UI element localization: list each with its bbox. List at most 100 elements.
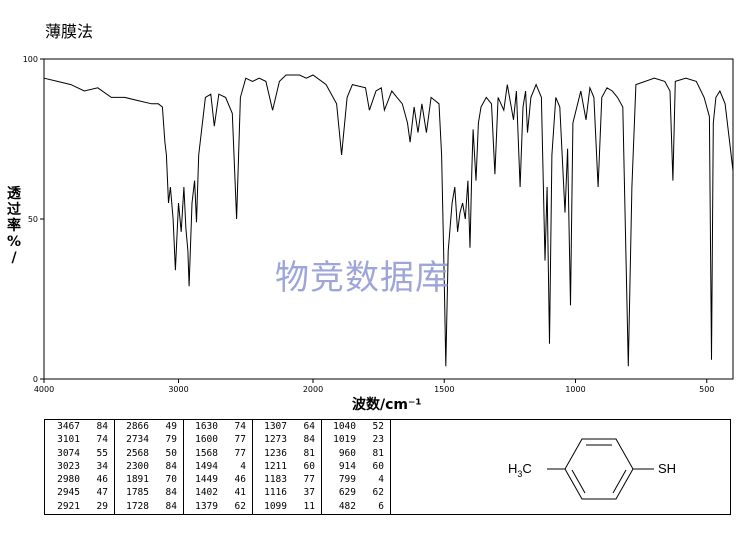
plot-frame <box>43 58 734 380</box>
peak-transmittance: 6 <box>378 500 384 512</box>
peak-wavenumber: 1600 <box>195 434 218 446</box>
y-axis-label: 透过率% / <box>3 186 25 266</box>
peak-transmittance: 60 <box>372 460 384 472</box>
peak-table-row: 1630 74 <box>183 420 252 433</box>
y-axis-label-char: / <box>11 250 17 266</box>
peak-wavenumber: 1891 <box>126 474 149 486</box>
peak-wavenumber: 1728 <box>126 500 149 512</box>
peak-table-row: 1379 62 <box>183 500 252 513</box>
peak-table-row: 3467 84 <box>45 420 114 433</box>
peak-table-row: 2300 84 <box>114 460 183 473</box>
peak-transmittance: 41 <box>234 487 246 499</box>
peak-table-row: 1402 41 <box>183 486 252 499</box>
peak-table-row: 629 62 <box>321 486 390 499</box>
peak-wavenumber: 1273 <box>264 434 287 446</box>
peak-table-row: 1891 70 <box>114 473 183 486</box>
y-tick-label: 0 <box>33 375 38 384</box>
x-axis-ticks: 4000 3000 2000 1500 1000 500 <box>34 379 714 394</box>
peak-wavenumber: 2734 <box>126 434 149 446</box>
peak-wavenumber: 3074 <box>57 447 80 459</box>
peak-wavenumber: 3467 <box>57 421 80 432</box>
y-axis-label-char: 透 <box>7 186 21 202</box>
peak-wavenumber: 1785 <box>126 487 149 499</box>
peak-transmittance: 70 <box>165 474 177 486</box>
peak-table-row: 1568 77 <box>183 447 252 460</box>
peak-wavenumber: 1236 <box>264 447 287 459</box>
peak-wavenumber: 1568 <box>195 447 218 459</box>
peak-wavenumber: 2866 <box>126 421 149 432</box>
x-tick-label: 500 <box>699 385 714 394</box>
peak-transmittance: 46 <box>234 474 246 486</box>
peak-wavenumber: 1449 <box>195 474 218 486</box>
peak-table-row: 1273 84 <box>252 433 321 446</box>
peak-table-column: 1630 74 1600 77 1568 77 1494 4 1449 46 1402 41 1379 6… <box>183 420 253 514</box>
peak-wavenumber: 960 <box>338 447 356 459</box>
peak-table: 3467 84 3101 74 3074 55 3023 34 2980 46 2945 47 2921… <box>44 419 731 515</box>
peak-wavenumber: 799 <box>338 474 356 486</box>
peak-table-row: 1183 77 <box>252 473 321 486</box>
peak-table-row: 1728 84 <box>114 500 183 513</box>
peak-transmittance: 77 <box>303 474 315 486</box>
peak-table-row: 1600 77 <box>183 433 252 446</box>
peak-transmittance: 84 <box>165 500 177 512</box>
y-axis-label-char: 过 <box>7 202 21 218</box>
peak-wavenumber: 1211 <box>264 460 287 472</box>
peak-wavenumber: 3023 <box>57 460 80 472</box>
peak-transmittance: 4 <box>240 460 246 472</box>
peak-table-row: 482 6 <box>321 500 390 513</box>
peak-wavenumber: 2300 <box>126 460 149 472</box>
peak-transmittance: 84 <box>96 421 108 432</box>
peak-wavenumber: 1630 <box>195 421 218 432</box>
peak-wavenumber: 1116 <box>264 487 287 499</box>
benzene-ring <box>547 438 654 500</box>
peak-wavenumber: 1379 <box>195 500 218 512</box>
peak-wavenumber: 1019 <box>333 434 356 446</box>
spectrum-line <box>43 74 734 367</box>
peak-transmittance: 23 <box>372 434 384 446</box>
peak-table-column: 1040 52 1019 23 960 81 914 60 799 4 629 62 482 6 <box>321 420 391 514</box>
peak-table-row: 799 4 <box>321 473 390 486</box>
peak-table-row: 1449 46 <box>183 473 252 486</box>
peak-transmittance: 29 <box>96 500 108 512</box>
peak-transmittance: 46 <box>96 474 108 486</box>
peak-table-row: 914 60 <box>321 460 390 473</box>
peak-wavenumber: 1307 <box>264 421 287 432</box>
peak-transmittance: 60 <box>303 460 315 472</box>
peak-table-row: 2921 29 <box>45 500 114 513</box>
peak-table-row: 2945 47 <box>45 486 114 499</box>
peak-wavenumber: 2945 <box>57 487 80 499</box>
peak-transmittance: 49 <box>165 421 177 432</box>
peak-wavenumber: 2568 <box>126 447 149 459</box>
peak-table-column: 2866 49 2734 79 2568 50 2300 84 1891 70 1785 84 1728… <box>114 420 184 514</box>
peak-transmittance: 74 <box>96 434 108 446</box>
peak-wavenumber: 1494 <box>195 460 218 472</box>
y-tick-label: 100 <box>23 55 38 64</box>
x-tick-label: 1500 <box>434 385 454 394</box>
peak-transmittance: 11 <box>303 500 315 512</box>
molecule-structure: H3C SH <box>508 438 676 500</box>
peak-transmittance: 79 <box>165 434 177 446</box>
peak-transmittance: 81 <box>303 447 315 459</box>
peak-transmittance: 84 <box>303 434 315 446</box>
peak-transmittance: 62 <box>234 500 246 512</box>
peak-transmittance: 64 <box>303 421 315 432</box>
x-tick-label: 4000 <box>34 385 54 394</box>
peak-table-row: 1211 60 <box>252 460 321 473</box>
peak-wavenumber: 1183 <box>264 474 287 486</box>
peak-table-column: 1307 64 1273 84 1236 81 1211 60 1183 77 1116 37 1099… <box>252 420 322 514</box>
peak-transmittance: 4 <box>378 474 384 486</box>
peak-table-row: 2980 46 <box>45 473 114 486</box>
peak-transmittance: 77 <box>234 447 246 459</box>
peak-table-row: 1019 23 <box>321 433 390 446</box>
chart-title: 薄膜法 <box>45 22 94 41</box>
peak-transmittance: 62 <box>372 487 384 499</box>
peak-transmittance: 84 <box>165 487 177 499</box>
peak-wavenumber: 2980 <box>57 474 80 486</box>
peak-transmittance: 55 <box>96 447 108 459</box>
methyl-group-label: H3C <box>508 461 532 479</box>
peak-table-row: 3023 34 <box>45 460 114 473</box>
peak-table-row: 2866 49 <box>114 420 183 433</box>
peak-table-row: 2734 79 <box>114 433 183 446</box>
peak-wavenumber: 1402 <box>195 487 218 499</box>
x-tick-label: 3000 <box>168 385 188 394</box>
